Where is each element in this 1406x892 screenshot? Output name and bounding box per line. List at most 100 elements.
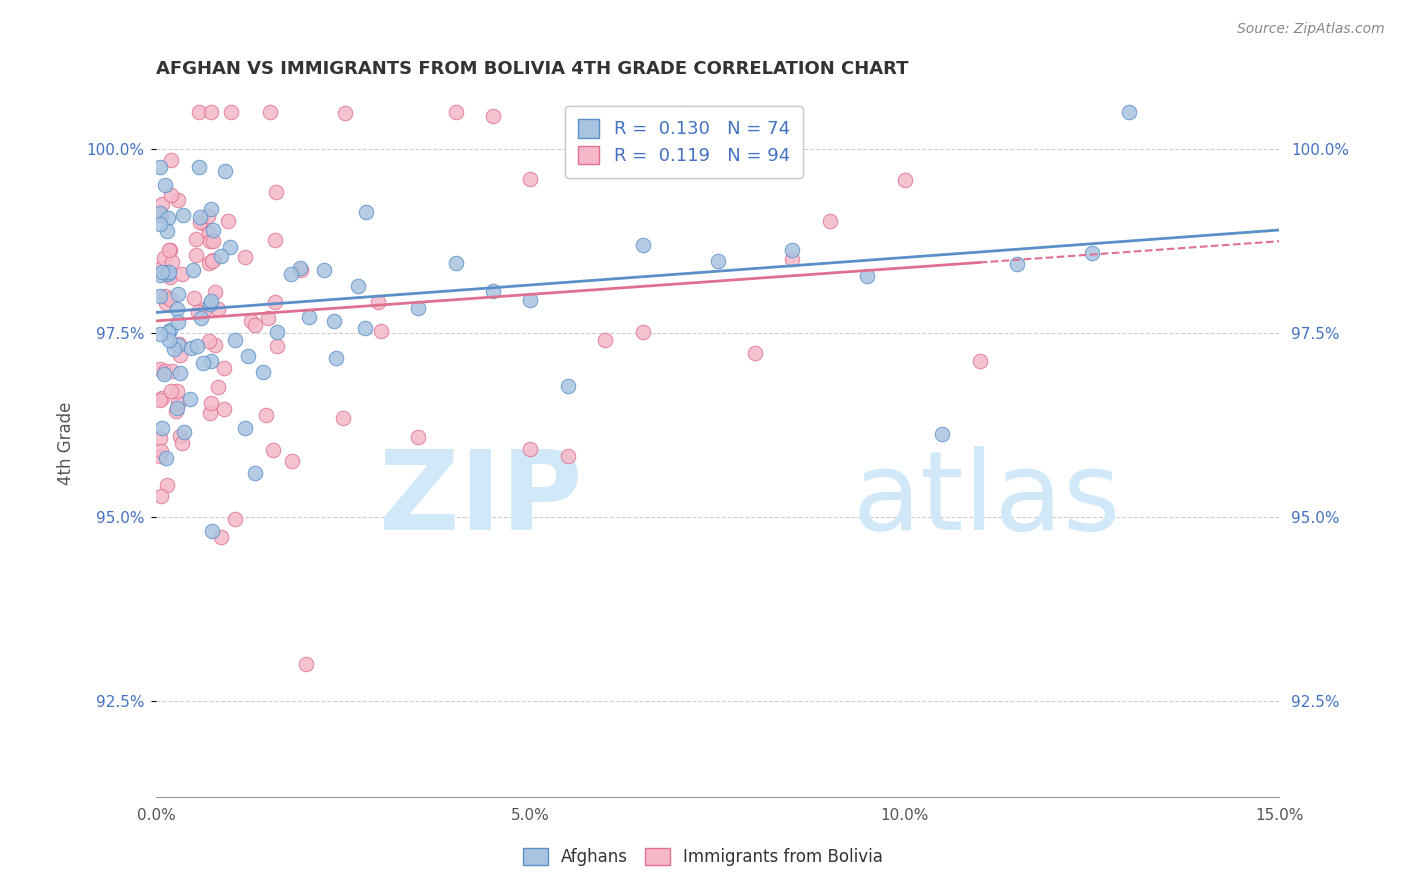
Point	[170, 436, 193, 450]
Point	[262, 442, 284, 457]
Point	[367, 295, 389, 310]
Point	[149, 450, 172, 464]
Point	[157, 211, 180, 225]
Point	[243, 466, 266, 480]
Point	[332, 411, 354, 425]
Point	[194, 302, 217, 317]
Point	[347, 279, 370, 293]
Point	[201, 524, 224, 538]
Point	[298, 310, 321, 324]
Point	[150, 208, 173, 222]
Point	[160, 255, 183, 269]
Point	[163, 343, 186, 357]
Point	[187, 305, 209, 319]
Point	[204, 338, 226, 352]
Point	[184, 247, 207, 261]
Point	[219, 105, 242, 120]
Point	[201, 253, 224, 268]
Point	[354, 321, 377, 335]
Point	[159, 265, 181, 279]
Point	[200, 406, 222, 420]
Point	[179, 392, 201, 406]
Point	[224, 334, 246, 348]
Point	[1005, 257, 1028, 271]
Point	[201, 252, 224, 267]
Point	[264, 233, 287, 247]
Point	[162, 364, 184, 378]
Point	[207, 302, 229, 317]
Point	[200, 105, 222, 120]
Point	[166, 302, 188, 317]
Point	[280, 454, 302, 468]
Point	[370, 324, 392, 338]
Text: Source: ZipAtlas.com: Source: ZipAtlas.com	[1237, 22, 1385, 37]
Point	[157, 268, 180, 282]
Point	[167, 287, 190, 301]
Point	[155, 364, 177, 378]
Point	[782, 252, 804, 266]
Point	[186, 232, 208, 246]
Point	[201, 223, 224, 237]
Point	[188, 215, 211, 229]
Point	[153, 251, 176, 265]
Text: ZIP: ZIP	[380, 447, 583, 553]
Point	[165, 404, 187, 418]
Point	[266, 325, 288, 339]
Point	[159, 187, 181, 202]
Legend: Afghans, Immigrants from Bolivia: Afghans, Immigrants from Bolivia	[515, 840, 891, 875]
Point	[188, 160, 211, 174]
Point	[1081, 246, 1104, 260]
Point	[157, 325, 180, 339]
Point	[200, 396, 222, 410]
Point	[238, 349, 260, 363]
Y-axis label: 4th Grade: 4th Grade	[58, 401, 75, 485]
Point	[149, 289, 172, 303]
Point	[150, 265, 173, 279]
Point	[172, 208, 194, 222]
Point	[153, 178, 176, 192]
Point	[354, 205, 377, 219]
Point	[149, 431, 172, 445]
Point	[156, 478, 179, 492]
Point	[197, 256, 219, 270]
Point	[259, 105, 281, 120]
Point	[224, 512, 246, 526]
Point	[150, 444, 173, 458]
Point	[197, 226, 219, 240]
Point	[519, 442, 541, 456]
Point	[193, 356, 215, 370]
Point	[200, 202, 222, 216]
Point	[188, 210, 211, 224]
Point	[323, 314, 346, 328]
Point	[631, 325, 654, 339]
Point	[159, 153, 181, 167]
Point	[406, 301, 429, 315]
Point	[180, 341, 202, 355]
Legend: R =  0.130   N = 74, R =  0.119   N = 94: R = 0.130 N = 74, R = 0.119 N = 94	[565, 106, 803, 178]
Point	[153, 368, 176, 382]
Point	[218, 240, 240, 254]
Point	[856, 268, 879, 283]
Point	[295, 657, 318, 672]
Point	[198, 234, 221, 248]
Point	[197, 209, 219, 223]
Point	[593, 333, 616, 347]
Point	[969, 353, 991, 368]
Point	[159, 323, 181, 337]
Point	[183, 291, 205, 305]
Point	[152, 197, 174, 211]
Point	[235, 420, 257, 434]
Point	[214, 164, 236, 178]
Point	[150, 391, 173, 405]
Point	[149, 217, 172, 231]
Point	[290, 263, 312, 277]
Point	[169, 348, 191, 362]
Point	[159, 244, 181, 258]
Point	[157, 333, 180, 347]
Point	[325, 351, 347, 366]
Point	[149, 361, 172, 376]
Point	[190, 311, 212, 326]
Point	[167, 337, 190, 351]
Point	[181, 263, 204, 277]
Point	[156, 224, 179, 238]
